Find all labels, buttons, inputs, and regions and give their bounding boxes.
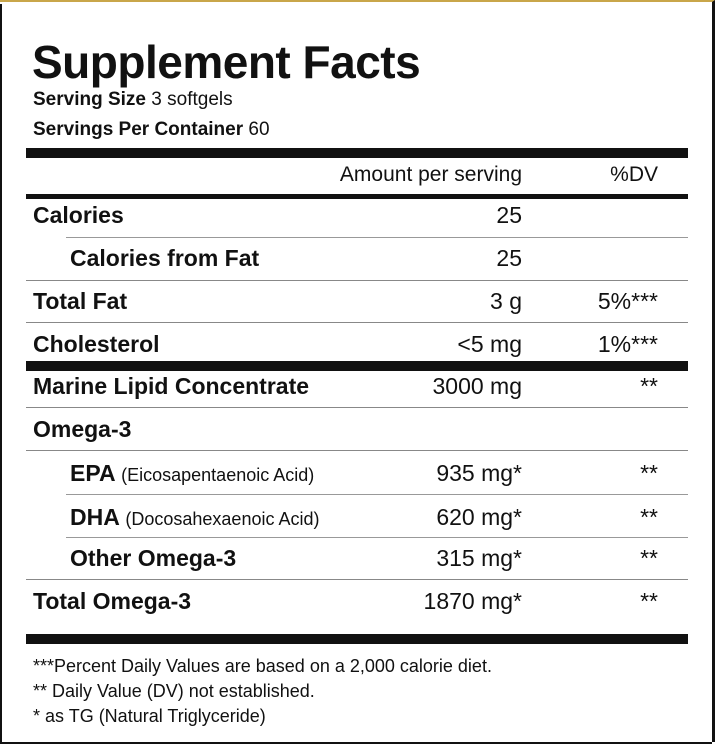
- row-cholesterol-amount: <5 mg: [457, 331, 522, 357]
- divider-line: [66, 537, 688, 538]
- header-amount: Amount per serving: [339, 163, 522, 186]
- row-total-fat-label: Total Fat: [33, 288, 128, 314]
- divider-line: [26, 280, 688, 281]
- row-epa-subtitle: (Eicosapentaenoic Acid): [121, 465, 315, 485]
- divider-thick-middle: [26, 361, 688, 371]
- divider-line: [26, 407, 688, 408]
- supplement-facts-panel: Supplement Facts Serving Size 3 softgels…: [0, 4, 712, 744]
- row-dha-amount: 620 mg*: [436, 504, 522, 530]
- footnote-dv-not-established: ** Daily Value (DV) not established.: [33, 681, 315, 701]
- servings-per-container-value: 60: [248, 119, 270, 140]
- header-dv: %DV: [610, 163, 658, 186]
- divider-line: [66, 237, 688, 238]
- divider-line: [66, 494, 688, 495]
- row-marine-lipid-amount: 3000 mg: [432, 373, 522, 399]
- row-calories-amount: 25: [496, 202, 522, 228]
- row-other-omega3-dv: **: [640, 545, 658, 571]
- row-other-omega3-label: Other Omega-3: [70, 545, 237, 571]
- row-dha-name: DHA: [70, 504, 119, 530]
- row-omega3-label: Omega-3: [33, 416, 132, 442]
- row-other-omega3-amount: 315 mg*: [436, 545, 522, 571]
- row-marine-lipid-label: Marine Lipid Concentrate: [33, 373, 310, 399]
- footnote-triglyceride: * as TG (Natural Triglyceride): [33, 706, 266, 726]
- divider-thick-bottom: [26, 634, 688, 644]
- row-epa-label: EPA (Eicosapentaenoic Acid): [70, 459, 314, 489]
- row-total-omega3-dv: **: [640, 588, 658, 614]
- row-marine-lipid-dv: **: [640, 373, 658, 399]
- row-cholesterol-dv: 1%***: [597, 331, 658, 357]
- servings-per-container-label: Servings Per Container: [33, 119, 244, 140]
- serving-size-label: Serving Size: [33, 89, 146, 110]
- servings-per-container: Servings Per Container 60: [33, 118, 270, 142]
- row-epa-dv: **: [640, 460, 658, 486]
- row-calories-label: Calories: [33, 202, 124, 228]
- divider-line: [26, 322, 688, 323]
- serving-size: Serving Size 3 softgels: [33, 88, 233, 112]
- row-epa-name: EPA: [70, 460, 115, 486]
- divider-thick-top: [26, 148, 688, 158]
- divider-line: [26, 579, 688, 580]
- row-epa-amount: 935 mg*: [436, 460, 522, 486]
- serving-size-value: 3 softgels: [151, 89, 233, 110]
- row-calories-from-fat-amount: 25: [496, 245, 522, 271]
- row-total-fat-dv: 5%***: [597, 288, 658, 314]
- panel-title: Supplement Facts: [32, 36, 421, 88]
- divider-header: [26, 194, 688, 199]
- row-total-omega3-label: Total Omega-3: [33, 588, 192, 614]
- row-dha-subtitle: (Docosahexaenoic Acid): [125, 509, 320, 529]
- row-calories-from-fat-label: Calories from Fat: [70, 245, 260, 271]
- row-dha-label: DHA (Docosahexaenoic Acid): [70, 503, 319, 533]
- row-total-omega3-amount: 1870 mg*: [423, 588, 522, 614]
- row-total-fat-amount: 3 g: [490, 288, 522, 314]
- row-cholesterol-label: Cholesterol: [33, 331, 160, 357]
- divider-line: [26, 450, 688, 451]
- footnote-percent-dv: ***Percent Daily Values are based on a 2…: [33, 656, 492, 676]
- row-dha-dv: **: [640, 504, 658, 530]
